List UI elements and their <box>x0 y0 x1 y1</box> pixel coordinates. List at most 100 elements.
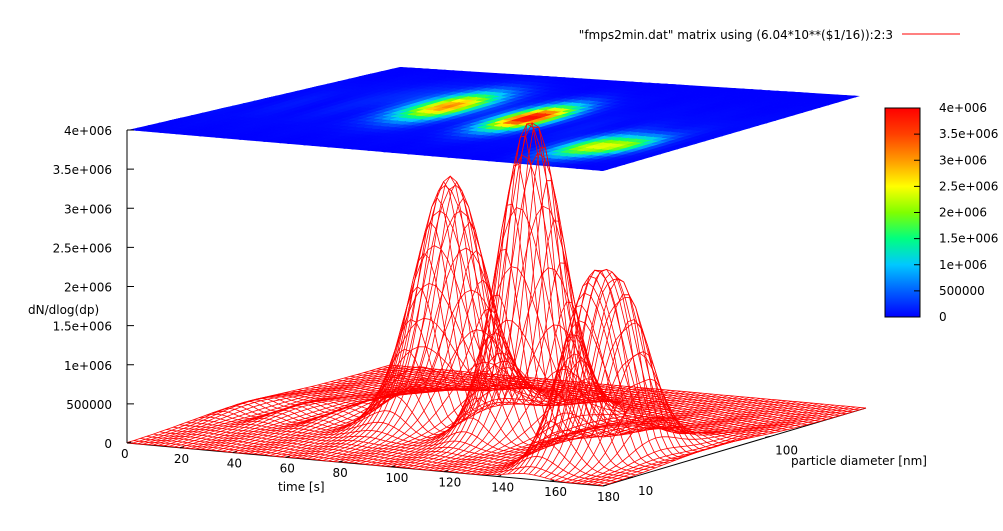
z-tick-label: 500000 <box>66 398 112 412</box>
heatmap-cell <box>390 53 407 56</box>
wire-line-diameter <box>324 367 801 427</box>
wire-line-diameter <box>343 377 821 422</box>
heatmap-cell <box>303 75 321 80</box>
heatmap-cell <box>818 91 836 96</box>
heatmap-cell <box>437 60 454 63</box>
heatmap-cell <box>443 67 461 68</box>
heatmap-cell <box>459 67 477 70</box>
heatmap-cell <box>380 62 397 65</box>
wireframe-surface <box>126 122 867 487</box>
x-axis: time [s] 0 20 40 60 80 100 120 140 160 180 <box>121 441 620 504</box>
heatmap-cell <box>762 86 780 91</box>
wire-line-diameter <box>383 366 860 411</box>
heatmap-cell <box>666 80 684 85</box>
heatmap-cell <box>579 72 597 77</box>
heatmap-cell <box>747 84 764 89</box>
heatmap-cell <box>596 71 614 75</box>
wire-line-diameter <box>317 352 794 429</box>
heatmap-cell <box>302 78 320 83</box>
heatmap-cell <box>509 67 526 68</box>
y-axis-title: particle diameter [nm] <box>791 454 927 468</box>
heatmap-cell <box>547 73 564 78</box>
x-tick-label: 120 <box>438 476 461 490</box>
heatmap-cell <box>224 98 242 103</box>
heatmap-cell <box>268 85 286 90</box>
heatmap-cell <box>403 67 421 68</box>
heatmap-cell <box>329 67 347 72</box>
heatmap-cell <box>588 70 606 75</box>
x-tick-label: 40 <box>227 457 242 471</box>
heatmap-cell <box>422 56 439 59</box>
wire-line-diameter <box>126 442 604 487</box>
wire-line-diameter <box>357 374 834 418</box>
heatmap-cell <box>467 67 485 71</box>
heatmap-cell <box>507 69 525 74</box>
wire-line-diameter <box>186 281 663 466</box>
heatmap-cell <box>651 79 668 84</box>
heatmap-cell <box>778 87 796 92</box>
z-axis-title: dN/dlog(dp) <box>28 303 99 317</box>
heatmap-cell <box>484 67 502 69</box>
y-axis: particle diameter [nm] 10 100 <box>627 435 927 498</box>
heatmap-cell <box>731 83 749 88</box>
heatmap-cell <box>419 67 437 70</box>
heatmap-cell <box>311 75 329 80</box>
x-tick-label: 20 <box>174 452 189 466</box>
heatmap-cell <box>381 55 398 58</box>
x-tick-label: 60 <box>280 461 295 475</box>
heatmap-cell <box>462 59 479 62</box>
wire-line-diameter <box>284 221 761 436</box>
heatmap-cell <box>850 93 860 98</box>
wire-line-diameter <box>238 164 715 451</box>
heatmap-cell <box>338 67 356 69</box>
colorbar-tick-label: 500000 <box>939 284 985 298</box>
heatmap-cell <box>427 67 445 70</box>
heatmap-cell <box>327 73 345 78</box>
heatmap-cell <box>643 75 661 80</box>
heatmap-cell <box>483 67 501 72</box>
heatmap-cell <box>388 63 405 66</box>
heatmap-cell <box>524 67 542 69</box>
heatmap-cell <box>292 84 310 89</box>
heatmap-cell <box>499 69 517 74</box>
heatmap-cell <box>603 75 621 80</box>
colorbar-tick-label: 1e+006 <box>939 258 987 272</box>
heatmap-cell <box>570 75 588 80</box>
heatmap-cell <box>517 67 534 68</box>
heatmap-cell <box>319 73 337 78</box>
heatmap-cell <box>682 82 700 87</box>
x-tick <box>497 474 502 477</box>
colorbar-tick-label: 3e+006 <box>939 153 987 167</box>
heatmap-cell <box>580 69 598 74</box>
heatmap-cell <box>344 72 362 76</box>
heatmap-cell <box>249 94 267 98</box>
heatmap-cell <box>438 57 455 60</box>
heatmap-cell <box>276 82 294 87</box>
heatmap-cell <box>398 53 415 56</box>
heatmap-cell <box>604 71 622 76</box>
wire-line-diameter <box>311 332 788 431</box>
heatmap-cell <box>485 61 502 64</box>
heatmap-cell <box>492 67 510 69</box>
heatmap-cell <box>675 78 693 83</box>
heatmap-cell <box>571 72 589 77</box>
heatmap-cell <box>413 58 430 61</box>
heatmap-cell <box>619 76 637 81</box>
heatmap-cell <box>364 61 381 64</box>
heatmap-cell <box>445 61 462 64</box>
heatmap-cell <box>723 82 741 87</box>
wire-line-diameter <box>159 395 636 476</box>
colorbar-tick-label: 2e+006 <box>939 206 987 220</box>
wire-line-diameter <box>330 377 807 426</box>
heatmap-cell <box>476 67 494 68</box>
heatmap-cell <box>381 59 398 62</box>
heatmap-cell <box>284 83 302 88</box>
colorbar-tick-label: 4e+006 <box>939 101 987 115</box>
heatmap-cell <box>354 67 372 71</box>
heatmap-cell <box>659 76 677 81</box>
heatmap-cell <box>435 67 453 71</box>
heatmap-cell <box>572 68 590 73</box>
colorbar-tick-label: 3.5e+006 <box>939 127 998 141</box>
heatmap-cell <box>477 61 494 64</box>
